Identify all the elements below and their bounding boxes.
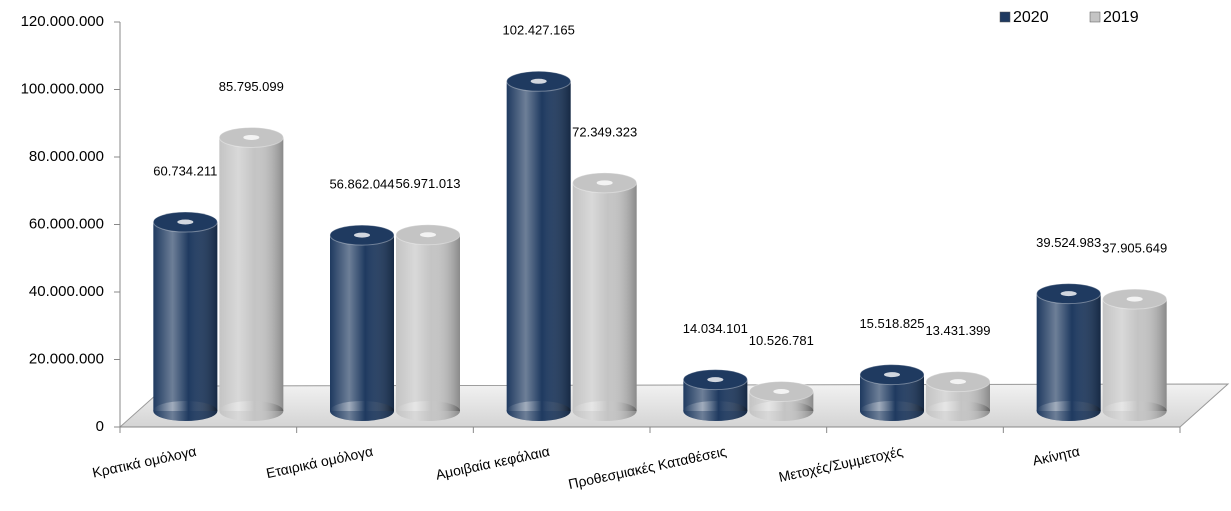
bar-shine: [572, 182, 637, 411]
y-tick-label: 100.000.000: [21, 80, 104, 97]
bar-base-shine: [396, 401, 460, 421]
bar-base-shine: [506, 401, 571, 421]
data-label: 56.971.013: [395, 176, 460, 191]
bar-top-glint: [177, 219, 194, 225]
bar-top-glint: [950, 379, 966, 385]
bar-group: [1102, 288, 1168, 421]
bar-group: [152, 211, 218, 421]
bar-group: [395, 224, 461, 421]
bar-base-shine: [572, 401, 637, 421]
bar-top-glint: [773, 388, 790, 394]
bar-shine: [153, 222, 218, 411]
legend-label: 2019: [1103, 9, 1139, 26]
x-tick-label: Ακίνητα: [1031, 443, 1081, 469]
bar-top-glint: [1060, 291, 1077, 297]
y-tick-label: 20.000.000: [29, 350, 104, 367]
data-label: 37.905.649: [1102, 241, 1167, 256]
bar-base-shine: [749, 401, 814, 421]
data-label: 13.431.399: [925, 323, 990, 338]
bar-shine: [330, 235, 394, 411]
data-label: 102.427.165: [503, 23, 575, 38]
bar-group: [1036, 283, 1102, 421]
bar-group: [218, 126, 284, 421]
bar-top-glint: [707, 377, 724, 383]
bar-top-glint: [596, 180, 613, 186]
bar-shine: [1102, 299, 1167, 411]
data-label: 39.524.983: [1036, 235, 1101, 250]
bar-top-glint: [354, 232, 370, 238]
data-label: 15.518.825: [859, 316, 924, 331]
data-label: 85.795.099: [219, 79, 284, 94]
bar-base-shine: [1036, 401, 1101, 421]
legend-label: 2020: [1013, 9, 1049, 26]
data-label: 10.526.781: [749, 333, 814, 348]
x-tick-label: Αμοιβαία κεφάλαια: [434, 443, 551, 483]
bar-top-glint: [884, 372, 900, 378]
bar-shine: [1036, 293, 1101, 411]
data-label: 56.862.044: [329, 177, 394, 192]
bar-group: [925, 371, 991, 421]
y-tick-label: 60.000.000: [29, 215, 104, 232]
x-tick-label: Κρατικά ομόλογα: [91, 443, 198, 481]
bar-group: [506, 70, 572, 421]
bar-base-shine: [219, 401, 284, 421]
bar-base-shine: [153, 401, 218, 421]
bar-base-shine: [330, 401, 394, 421]
y-tick-label: 0: [96, 418, 104, 435]
bar-shine: [506, 81, 571, 411]
bar-shine: [396, 234, 460, 411]
bar-base-shine: [1102, 401, 1167, 421]
bar-group: [748, 380, 814, 421]
bar-base-shine: [860, 401, 924, 421]
bar-group: [329, 224, 395, 421]
x-tick-label: Μετοχές/Συμμετοχές: [777, 443, 904, 485]
bar-top-glint: [243, 134, 260, 140]
bar-base-shine: [926, 401, 990, 421]
bar-base-shine: [683, 401, 748, 421]
bar-group: [682, 369, 748, 421]
legend-swatch: [999, 11, 1011, 23]
data-label: 60.734.211: [153, 163, 217, 178]
y-tick-label: 40.000.000: [29, 283, 104, 300]
x-tick-label: Εταιρικά ομόλογα: [265, 443, 375, 481]
x-tick-label: Προθεσμιακές Καταθέσεις: [567, 443, 728, 492]
bar-group: [572, 172, 638, 421]
data-label: 14.034.101: [683, 321, 748, 336]
y-tick-label: 80.000.000: [29, 148, 104, 165]
y-tick-label: 120.000.000: [21, 13, 104, 30]
bar-group: [859, 364, 925, 421]
bar-top-glint: [530, 78, 547, 84]
bar-shine: [219, 137, 284, 412]
legend-swatch: [1089, 11, 1101, 23]
data-label: 72.349.323: [572, 124, 637, 139]
bar-top-glint: [420, 232, 436, 238]
bar-top-glint: [1126, 296, 1143, 302]
